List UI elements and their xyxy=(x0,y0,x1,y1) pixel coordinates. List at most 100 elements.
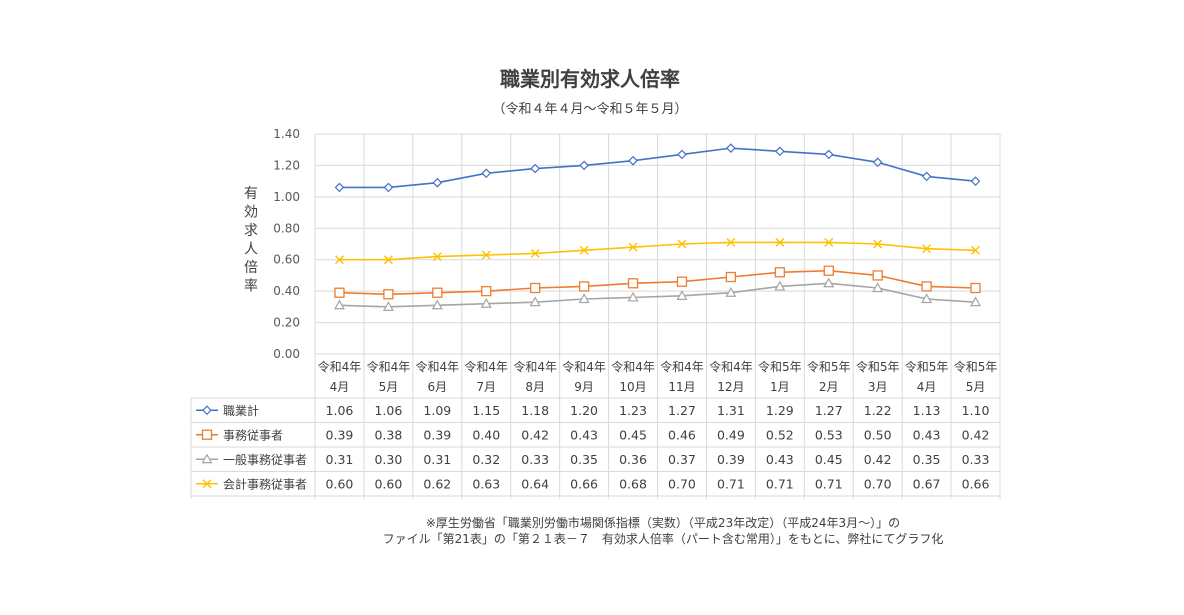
x-tick-label: 令和5年 4月 xyxy=(905,359,949,394)
y-tick-label: 0.00 xyxy=(273,347,300,361)
chart-subtitle: （令和４年４月～令和５年５月） xyxy=(492,102,687,117)
data-point xyxy=(725,271,737,283)
x-tick-label: 令和4年 6月 xyxy=(416,359,460,394)
data-label: 0.45 xyxy=(815,452,843,467)
legend-label: 事務従事者 xyxy=(223,428,283,442)
data-label: 0.70 xyxy=(668,476,696,491)
data-point xyxy=(382,301,394,311)
data-point xyxy=(432,177,443,188)
data-label: 0.32 xyxy=(472,452,500,467)
data-point xyxy=(334,255,344,265)
data-point xyxy=(383,182,394,193)
data-point xyxy=(726,237,736,247)
x-tick-label: 令和5年 2月 xyxy=(807,359,851,394)
series-line xyxy=(339,241,976,261)
data-point xyxy=(383,255,393,265)
data-point xyxy=(677,149,687,160)
data-label: 0.60 xyxy=(374,476,402,491)
data-point xyxy=(970,296,982,307)
data-point xyxy=(677,239,687,249)
data-point xyxy=(676,290,688,300)
data-label: 1.06 xyxy=(374,403,402,418)
data-point xyxy=(774,267,785,278)
data-point xyxy=(970,176,981,186)
data-label: 0.42 xyxy=(962,427,990,442)
x-tick-label: 令和4年 10月 xyxy=(611,359,655,394)
footnote-line-1: ※厚生労働省「職業別労働市場関係指標（実数）（平成23年改定）（平成24年3月～… xyxy=(426,515,900,530)
data-label: 0.70 xyxy=(864,476,892,491)
data-label: 1.22 xyxy=(864,403,892,418)
data-label: 0.30 xyxy=(374,452,402,467)
data-point xyxy=(872,270,883,281)
data-label: 1.13 xyxy=(913,403,941,418)
data-point xyxy=(970,282,981,294)
grid xyxy=(190,133,1001,499)
data-label: 0.31 xyxy=(326,452,354,467)
data-label: 0.35 xyxy=(913,452,941,467)
data-point xyxy=(872,157,883,168)
data-point xyxy=(383,289,394,300)
x-tick-label: 令和5年 5月 xyxy=(954,359,998,394)
data-point xyxy=(775,237,785,247)
data-label: 0.49 xyxy=(717,427,745,442)
data-point xyxy=(922,244,932,254)
data-point xyxy=(873,239,883,249)
data-label: 0.37 xyxy=(668,452,696,467)
data-point xyxy=(726,143,736,153)
y-axis-label-char: 人 xyxy=(244,242,258,258)
data-label: 0.38 xyxy=(374,427,402,442)
data-point xyxy=(921,293,933,304)
data-label: 0.43 xyxy=(570,427,598,442)
legend-label: 職業計 xyxy=(223,403,259,418)
data-point xyxy=(201,429,213,440)
x-tick-label: 令和4年 8月 xyxy=(513,359,557,394)
data-point xyxy=(529,296,541,307)
data-label: 1.09 xyxy=(423,403,451,418)
data-label: 0.36 xyxy=(619,452,647,467)
x-tick-label: 令和4年 5月 xyxy=(367,359,411,394)
data-label: 0.68 xyxy=(619,476,647,491)
data-label: 1.15 xyxy=(472,403,500,418)
data-point xyxy=(774,146,785,157)
chart-title: 職業別有効求人倍率 xyxy=(500,67,680,91)
data-point xyxy=(480,297,492,308)
data-point xyxy=(578,293,590,304)
data-point xyxy=(431,299,443,310)
data-label: 0.66 xyxy=(570,476,598,491)
data-label: 0.43 xyxy=(766,452,794,467)
data-point xyxy=(627,278,639,289)
data-point xyxy=(824,237,834,247)
legend-label: 会計事務従事者 xyxy=(223,476,307,491)
series-0 xyxy=(334,143,981,193)
data-label: 0.67 xyxy=(913,476,941,491)
data-point xyxy=(202,405,212,416)
data-point xyxy=(481,250,491,260)
x-tick-label: 令和4年 4月 xyxy=(318,359,362,394)
data-point xyxy=(823,265,834,276)
data-label: 1.27 xyxy=(668,403,696,418)
y-tick-label: 0.40 xyxy=(273,284,300,298)
data-label: 1.10 xyxy=(962,403,990,418)
y-axis: 0.00 0.20 0.40 0.60 0.80 1.00 1.20 1.40 xyxy=(273,127,300,361)
data-point xyxy=(971,245,981,255)
data-point xyxy=(432,287,443,298)
data-point xyxy=(530,282,541,294)
series-1 xyxy=(334,265,981,300)
data-point xyxy=(481,285,492,297)
data-point xyxy=(823,277,835,288)
series-line xyxy=(339,147,976,189)
data-label: 0.39 xyxy=(423,427,451,442)
data-label: 0.71 xyxy=(717,476,745,491)
data-label: 0.63 xyxy=(472,476,500,491)
y-tick-label: 1.40 xyxy=(273,127,300,141)
data-label: 0.52 xyxy=(766,427,794,442)
data-label: 0.60 xyxy=(326,476,354,491)
data-label: 0.35 xyxy=(570,452,598,467)
x-tick-label: 令和4年 9月 xyxy=(562,359,606,394)
data-label: 0.42 xyxy=(864,452,892,467)
data-label: 0.42 xyxy=(521,427,549,442)
data-point xyxy=(530,248,540,258)
data-label: 0.31 xyxy=(423,452,451,467)
data-label: 0.33 xyxy=(962,452,990,467)
data-point xyxy=(627,291,639,302)
